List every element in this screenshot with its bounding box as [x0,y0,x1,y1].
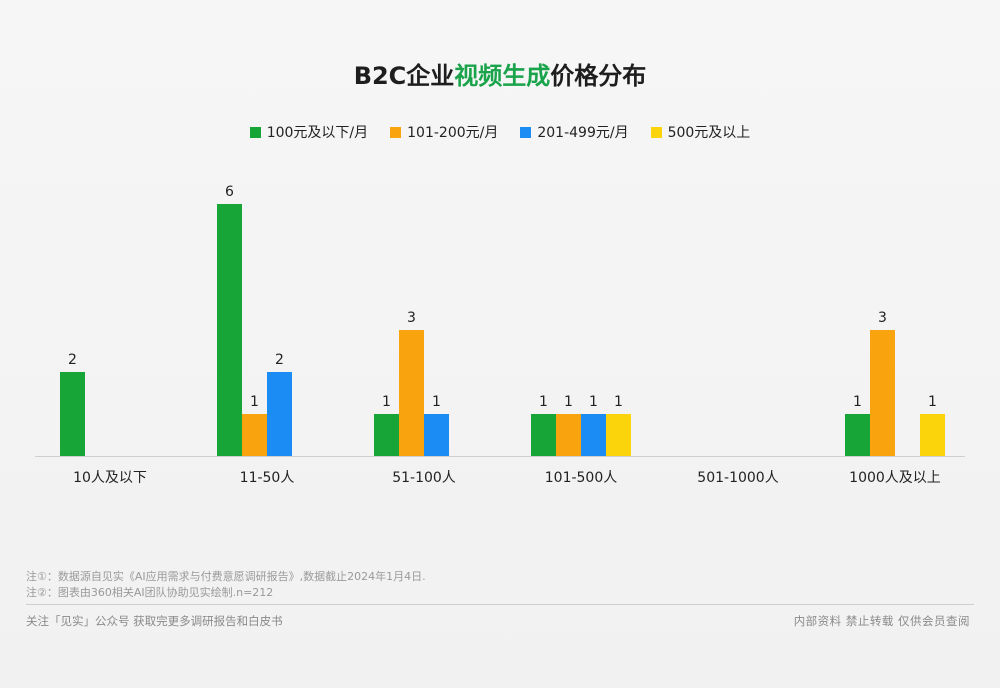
data-label: 1 [564,394,573,410]
title-part-before: B2C企业 [353,62,455,90]
data-label: 2 [275,352,284,368]
x-tick-label: 1000人及以上 [849,470,941,486]
note-line-1: 注①：数据源自见实《AI应用需求与付费意愿调研报告》,数据截止2024年1月4日… [26,570,426,583]
legend-label: 100元及以下/月 [266,125,369,141]
bar [531,414,556,456]
title-part-highlight: 视频生成 [454,62,551,90]
legend-label: 201-499元/月 [537,125,629,141]
legend-item: 100元及以下/月 [249,122,369,142]
bar [870,330,895,456]
legend-item: 101-200元/月 [390,122,498,142]
legend-item: 201-499元/月 [520,122,629,142]
data-label: 6 [225,184,234,200]
data-label: 1 [432,394,441,410]
x-tick-label: 11-50人 [240,470,295,486]
x-tick-label: 51-100人 [392,470,456,486]
legend-swatch [390,126,402,138]
bar [606,414,631,456]
legend-label: 101-200元/月 [407,125,499,141]
x-tick-label: 10人及以下 [73,470,147,486]
chart-title: B2C企业视频生成价格分布 [0,56,1000,91]
data-label: 1 [539,394,548,410]
footer-right-text: 内部资料 禁止转载 仅供会员查阅 [793,614,970,628]
data-label: 3 [878,310,887,326]
data-label: 2 [68,352,77,368]
data-label: 1 [853,394,862,410]
bar [267,372,292,456]
data-label: 1 [614,394,623,410]
footer-divider [26,604,974,605]
bar [581,414,606,456]
legend-item: 500元及以上 [650,122,751,142]
bar [920,414,945,456]
bar [399,330,424,456]
bar [60,372,85,456]
legend-swatch [249,126,261,138]
data-label: 3 [407,310,416,326]
data-label: 1 [589,394,598,410]
x-tick-label: 501-1000人 [697,470,778,486]
bar [424,414,449,456]
bar [242,414,267,456]
legend-swatch [650,126,662,138]
title-part-after: 价格分布 [550,62,647,90]
x-tick-label: 101-500人 [545,470,618,486]
legend-swatch [520,126,532,138]
bar [217,204,242,456]
bar [845,414,870,456]
bar [374,414,399,456]
bar [556,414,581,456]
footer-left-text: 关注「见实」公众号 获取完更多调研报告和白皮书 [26,614,283,628]
chart-legend: 100元及以下/月 101-200元/月 201-499元/月 500元及以上 [0,122,1000,142]
chart-notes: 注①：数据源自见实《AI应用需求与付费意愿调研报告》,数据截止2024年1月4日… [26,569,426,601]
data-label: 1 [382,394,391,410]
legend-label: 500元及以上 [667,125,751,141]
data-label: 1 [250,394,259,410]
data-label: 1 [928,394,937,410]
note-line-2: 注②：图表由360相关AI团队协助见实绘制.n=212 [26,586,274,599]
